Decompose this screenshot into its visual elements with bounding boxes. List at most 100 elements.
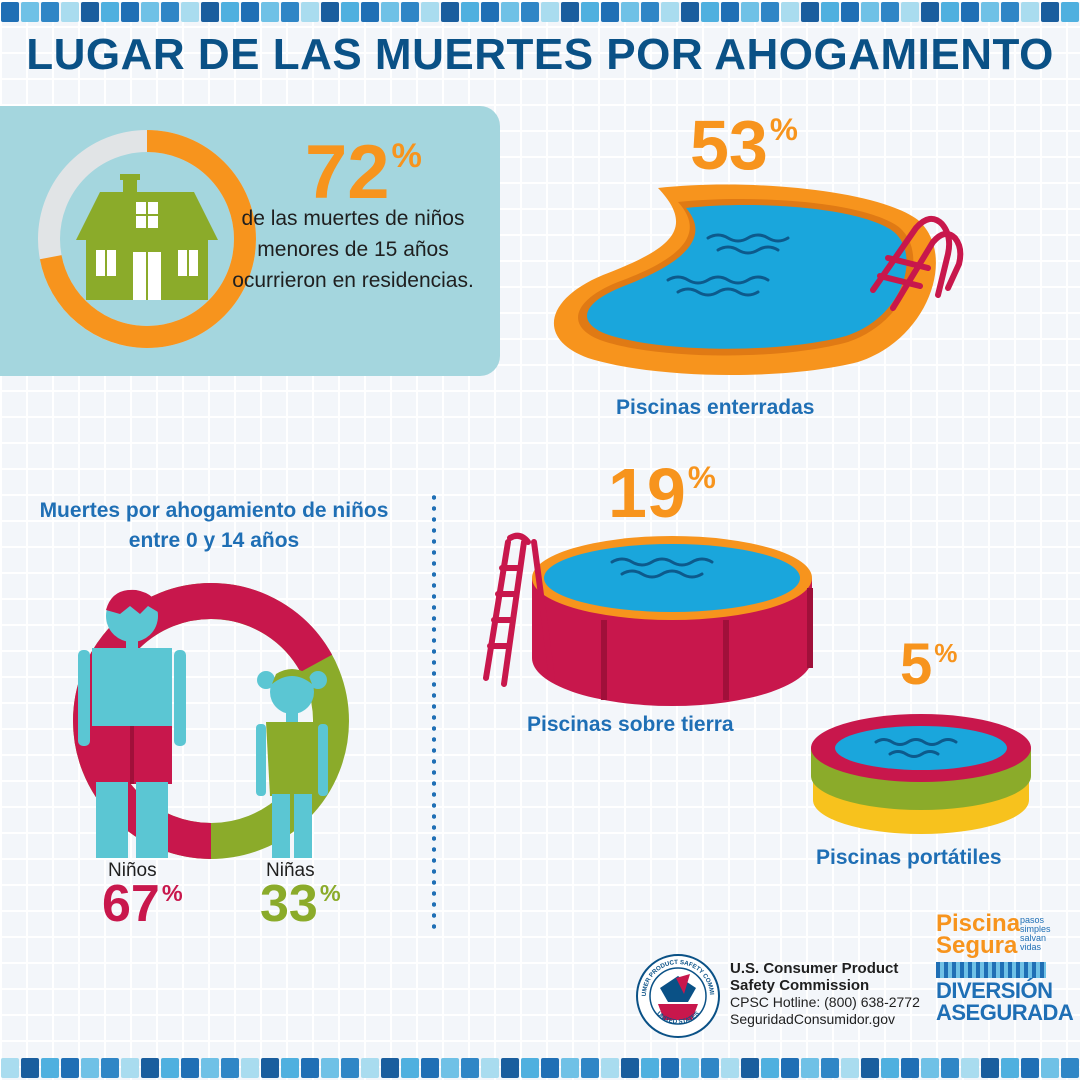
girls-percent: 33% <box>260 875 341 933</box>
border-tile <box>521 1058 539 1078</box>
border-tile <box>21 2 39 22</box>
border-tile <box>41 1058 59 1078</box>
border-tile <box>541 1058 559 1078</box>
border-tile <box>621 2 639 22</box>
border-tile <box>161 1058 179 1078</box>
cpsc-website: SeguridadConsumidor.gov <box>730 1011 895 1027</box>
logo-asegurada: ASEGURADA <box>936 1000 1074 1025</box>
border-tile <box>641 2 659 22</box>
border-tile <box>721 1058 739 1078</box>
border-tile <box>1041 1058 1059 1078</box>
gender-donut-boys-arc <box>73 583 349 859</box>
border-tile <box>561 1058 579 1078</box>
border-tile <box>121 2 139 22</box>
border-tile <box>881 2 899 22</box>
border-tile <box>621 1058 639 1078</box>
border-tile <box>421 2 439 22</box>
dotted-divider <box>432 492 436 932</box>
border-tile <box>141 1058 159 1078</box>
border-tile <box>221 1058 239 1078</box>
border-tile <box>661 1058 679 1078</box>
house-icon <box>76 174 218 300</box>
border-tile <box>81 1058 99 1078</box>
border-tile <box>901 2 919 22</box>
gender-donut <box>73 583 349 859</box>
border-tile <box>921 2 939 22</box>
logo-tagline: pasos simples salvan vidas <box>1020 915 1051 952</box>
portable-pool-icon <box>811 714 1031 834</box>
border-tile <box>261 2 279 22</box>
border-tile <box>461 1058 479 1078</box>
border-tile <box>1 2 19 22</box>
border-tile <box>741 1058 759 1078</box>
border-tile <box>281 2 299 22</box>
border-tile <box>1021 1058 1039 1078</box>
border-tile <box>641 1058 659 1078</box>
border-tile <box>721 2 739 22</box>
cpsc-name-line1: U.S. Consumer Product <box>730 960 899 977</box>
cpsc-seal-logo: CONSUMER PRODUCT SAFETY COMMISSION UNITE… <box>636 954 720 1038</box>
border-tile <box>201 2 219 22</box>
border-tile <box>1001 2 1019 22</box>
border-tile <box>741 2 759 22</box>
border-tile <box>401 1058 419 1078</box>
border-tile <box>581 1058 599 1078</box>
girls-label: Niñas <box>266 860 315 881</box>
boys-label: Niños <box>108 860 157 881</box>
boy-figure-icon <box>78 589 186 858</box>
border-tile <box>881 1058 899 1078</box>
border-tile <box>601 1058 619 1078</box>
border-tile <box>141 2 159 22</box>
border-tile <box>341 2 359 22</box>
cpsc-hotline: CPSC Hotline: (800) 638-2772 <box>730 994 920 1010</box>
border-tile <box>301 1058 319 1078</box>
border-tile <box>781 2 799 22</box>
border-tile <box>461 2 479 22</box>
logo-tiles <box>936 962 1046 978</box>
border-tile <box>481 2 499 22</box>
cpsc-contact: U.S. Consumer Product Safety Commission … <box>730 960 920 1028</box>
border-tile <box>821 2 839 22</box>
border-tile <box>241 2 259 22</box>
border-tile <box>681 2 699 22</box>
border-tile <box>181 2 199 22</box>
border-tile <box>421 1058 439 1078</box>
border-tile <box>121 1058 139 1078</box>
border-tile <box>161 2 179 22</box>
residences-panel <box>0 106 500 376</box>
border-tile <box>661 2 679 22</box>
cpsc-name-line2: Safety Commission <box>730 977 870 994</box>
above-ground-label: Piscinas sobre tierra <box>527 713 734 736</box>
border-tile <box>441 2 459 22</box>
border-tile <box>761 2 779 22</box>
border-tile <box>381 2 399 22</box>
residences-donut-arc <box>38 130 256 348</box>
border-tile <box>761 1058 779 1078</box>
border-tile <box>281 1058 299 1078</box>
border-tile <box>221 2 239 22</box>
border-tile <box>41 2 59 22</box>
border-tile <box>361 1058 379 1078</box>
border-tile <box>21 1058 39 1078</box>
border-tile <box>241 1058 259 1078</box>
border-tile <box>681 1058 699 1078</box>
border-tile <box>901 1058 919 1078</box>
logo-word-piscina: Piscina <box>936 910 1021 937</box>
border-tile <box>961 2 979 22</box>
border-tile <box>941 2 959 22</box>
border-tile <box>321 2 339 22</box>
border-tile <box>801 1058 819 1078</box>
boys-percent: 67% <box>102 875 183 933</box>
border-tile <box>981 2 999 22</box>
border-tile <box>81 2 99 22</box>
border-tile <box>261 1058 279 1078</box>
page-title: LUGAR DE LAS MUERTES POR AHOGAMIENTO <box>26 30 1054 79</box>
border-tile <box>501 1058 519 1078</box>
border-tile <box>821 1058 839 1078</box>
border-tile <box>321 1058 339 1078</box>
border-tile <box>101 2 119 22</box>
border-tile <box>561 2 579 22</box>
border-tile <box>861 1058 879 1078</box>
inground-label: Piscinas enterradas <box>616 396 815 419</box>
residences-description: de las muertes de niños menores de 15 añ… <box>232 207 474 292</box>
